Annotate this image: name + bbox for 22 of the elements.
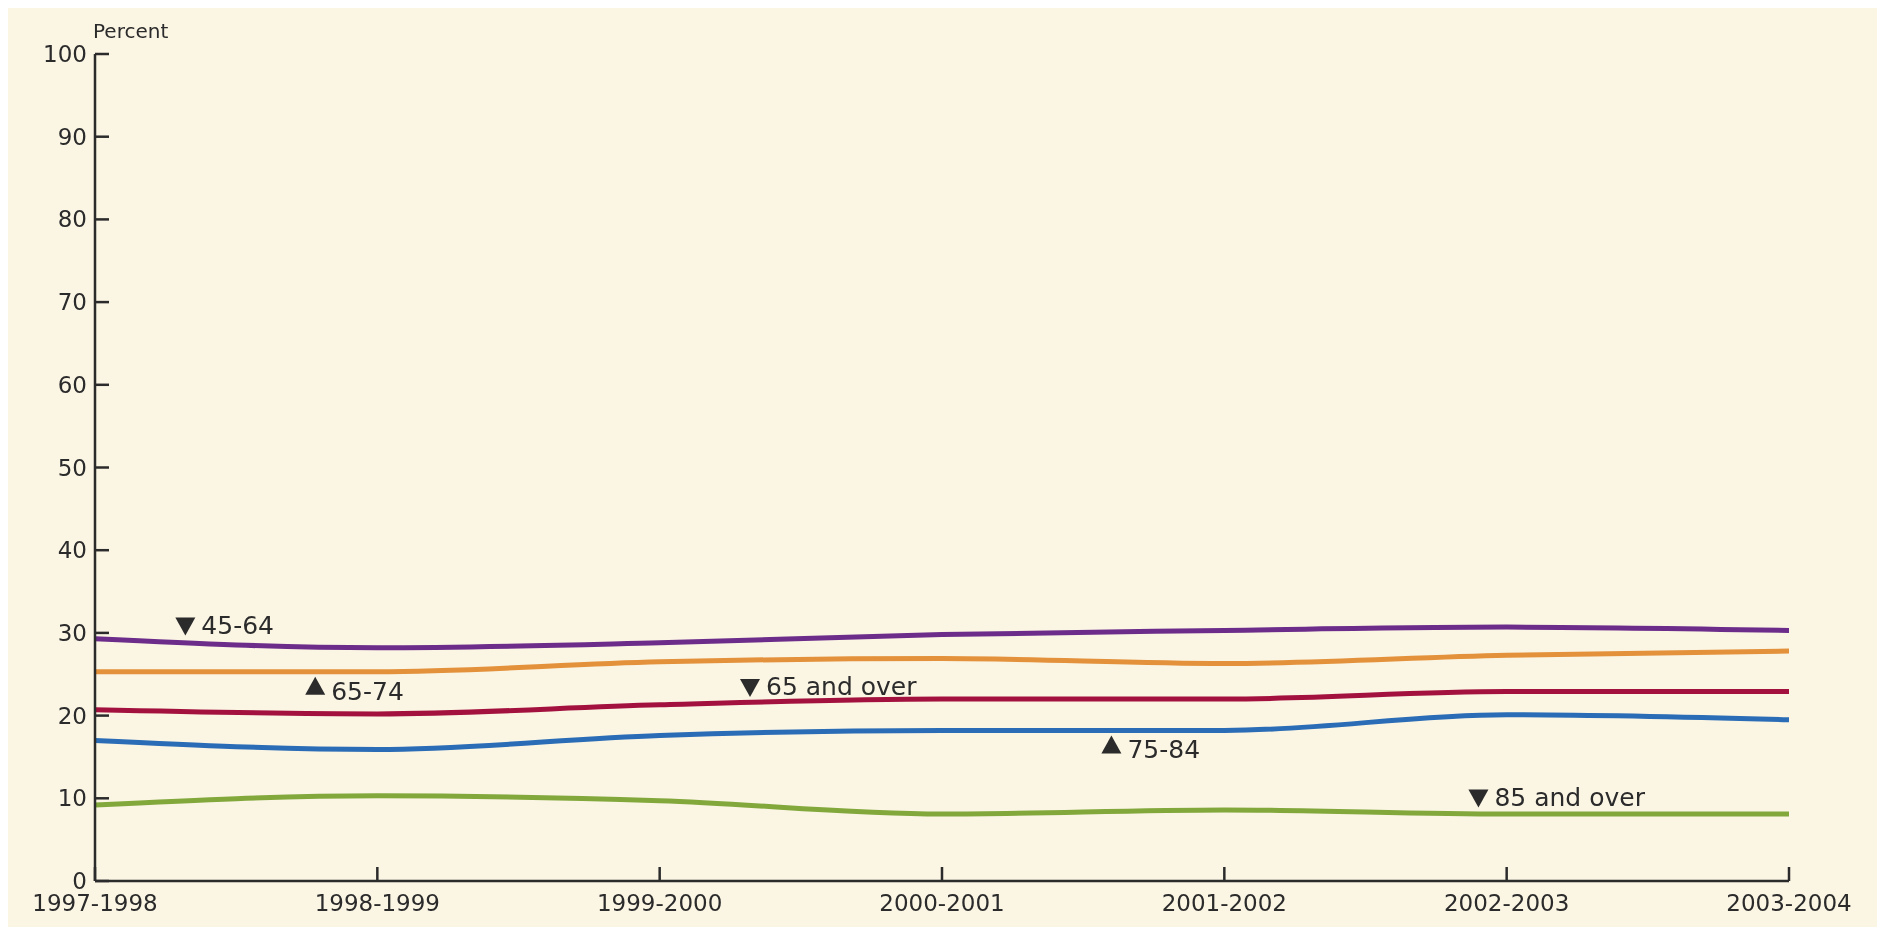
y-tick-label: 70 — [57, 289, 87, 316]
x-tick-label: 1998-1999 — [314, 890, 441, 916]
y-tick-label: 90 — [57, 123, 87, 150]
series-label: 85 and over — [1494, 782, 1646, 812]
y-tick-label: 50 — [57, 454, 87, 481]
x-tick-label: 2002-2003 — [1443, 890, 1570, 916]
series-label: 45-64 — [201, 610, 274, 640]
y-tick-label: 20 — [57, 702, 87, 729]
series-label: 65 and over — [766, 672, 918, 701]
y-tick-label: 60 — [57, 371, 87, 398]
y-tick-label: 100 — [43, 41, 87, 67]
series-label: 75-84 — [1127, 735, 1201, 765]
x-tick-label: 2001-2002 — [1161, 890, 1288, 916]
x-tick-label: 2000-2001 — [879, 890, 1005, 916]
y-tick-label: 10 — [57, 785, 87, 812]
y-tick-label: 40 — [57, 537, 87, 564]
y-tick-label: 80 — [57, 206, 87, 233]
y-axis-title: Percent — [93, 19, 169, 43]
series-label: 65-74 — [331, 676, 404, 706]
x-tick-label: 1999-2000 — [596, 890, 723, 916]
y-tick-label: 30 — [57, 619, 87, 646]
x-tick-label: 2003-2004 — [1726, 890, 1852, 916]
